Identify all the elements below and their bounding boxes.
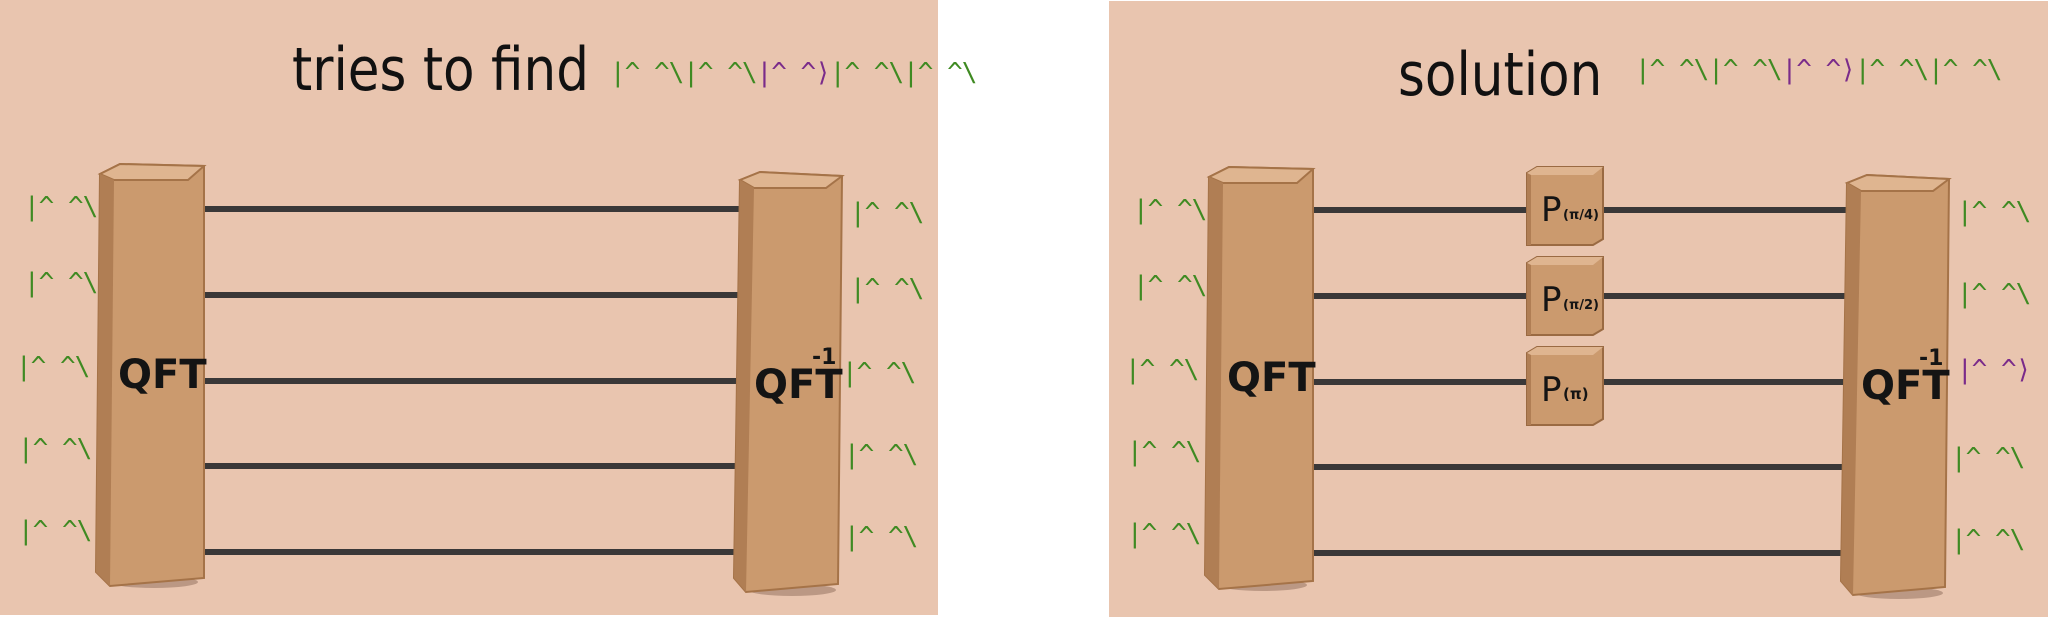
- left-target-ket-2: |^ ^\: [683, 58, 757, 88]
- right-qft-box: QFT: [1203, 165, 1316, 591]
- left-output-ket-4: |^ ^\: [844, 440, 918, 470]
- right-iqft-label: QFT: [1861, 363, 1950, 409]
- left-output-ket-3: |^ ^\: [842, 358, 916, 388]
- left-input-ket-5: |^ ^\: [18, 516, 92, 546]
- right-input-ket-3: |^ ^\: [1125, 355, 1199, 385]
- right-target-ket-1: |^ ^\: [1635, 55, 1709, 85]
- right-input-ket-4: |^ ^\: [1127, 437, 1201, 467]
- left-panel: tries to find |^ ^\|^ ^\|^ ^⟩|^ ^\|^ ^\ …: [0, 0, 977, 615]
- left-output-ket-1: |^ ^\: [850, 198, 924, 228]
- right-output-ket-2: |^ ^\: [1957, 279, 2031, 309]
- left-target-state: |^ ^\|^ ^\|^ ^⟩|^ ^\|^ ^\: [610, 58, 977, 88]
- left-output-ket-2: |^ ^\: [850, 274, 924, 304]
- left-target-ket-1: |^ ^\: [610, 58, 684, 88]
- right-output-ket-4: |^ ^\: [1951, 443, 2025, 473]
- phase-gate-pi-2: P (π/2): [1526, 256, 1604, 336]
- left-output-ket-5: |^ ^\: [844, 522, 918, 552]
- right-input-ket-5: |^ ^\: [1127, 519, 1201, 549]
- right-qft-label: QFT: [1227, 355, 1316, 401]
- left-wire-2: [195, 292, 743, 298]
- phase-gate-1-label: P: [1541, 190, 1562, 230]
- right-panel-title: solution: [1398, 40, 1603, 110]
- right-target-ket-3: |^ ^⟩: [1781, 55, 1856, 85]
- right-target-state: |^ ^\|^ ^\|^ ^⟩|^ ^\|^ ^\: [1635, 55, 2002, 85]
- phase-gate-2-label: P: [1541, 280, 1562, 320]
- left-target-ket-5: |^ ^\: [903, 58, 977, 88]
- left-input-ket-3: |^ ^\: [16, 352, 90, 382]
- phase-gate-pi-4: P (π/4): [1526, 166, 1604, 246]
- right-wire-4: [1304, 464, 1849, 470]
- phase-gate-1-arg: (π/4): [1563, 208, 1599, 223]
- right-output-ket-5: |^ ^\: [1951, 525, 2025, 555]
- right-target-ket-5: |^ ^\: [1928, 55, 2002, 85]
- right-target-ket-2: |^ ^\: [1708, 55, 1782, 85]
- right-iqft-box: QFT -1: [1839, 173, 1952, 599]
- right-panel: solution |^ ^\|^ ^\|^ ^⟩|^ ^\|^ ^\ QFT P…: [1109, 1, 2048, 617]
- right-output-ket-1: |^ ^\: [1957, 197, 2031, 227]
- right-target-ket-4: |^ ^\: [1854, 55, 1929, 85]
- left-qft-box: QFT: [94, 162, 207, 588]
- right-input-ket-2: |^ ^\: [1133, 271, 1207, 301]
- right-wire-5: [1304, 550, 1849, 556]
- left-wire-1: [195, 206, 743, 212]
- phase-gate-pi: P (π): [1526, 346, 1604, 426]
- left-iqft-box: QFT -1: [732, 170, 845, 596]
- phase-gate-2-arg: (π/2): [1563, 298, 1599, 313]
- left-input-ket-4: |^ ^\: [18, 434, 92, 464]
- left-wire-5: [195, 549, 743, 555]
- left-target-ket-3: |^ ^⟩: [756, 58, 831, 88]
- left-iqft-label: QFT: [754, 362, 843, 408]
- right-input-ket-1: |^ ^\: [1133, 195, 1207, 225]
- left-input-ket-2: |^ ^\: [24, 268, 98, 298]
- right-iqft-superscript: -1: [1919, 346, 1943, 371]
- left-qft-label: QFT: [118, 352, 207, 398]
- left-panel-title: tries to find: [292, 35, 589, 105]
- right-output-ket-3: |^ ^⟩: [1957, 355, 2031, 385]
- phase-gate-3-label: P: [1541, 370, 1562, 410]
- left-input-ket-1: |^ ^\: [24, 192, 98, 222]
- phase-gate-3-arg: (π): [1563, 385, 1589, 403]
- left-wire-4: [195, 463, 743, 469]
- left-target-ket-4: |^ ^\: [829, 58, 904, 88]
- left-iqft-superscript: -1: [812, 345, 836, 370]
- left-wire-3: [195, 378, 743, 384]
